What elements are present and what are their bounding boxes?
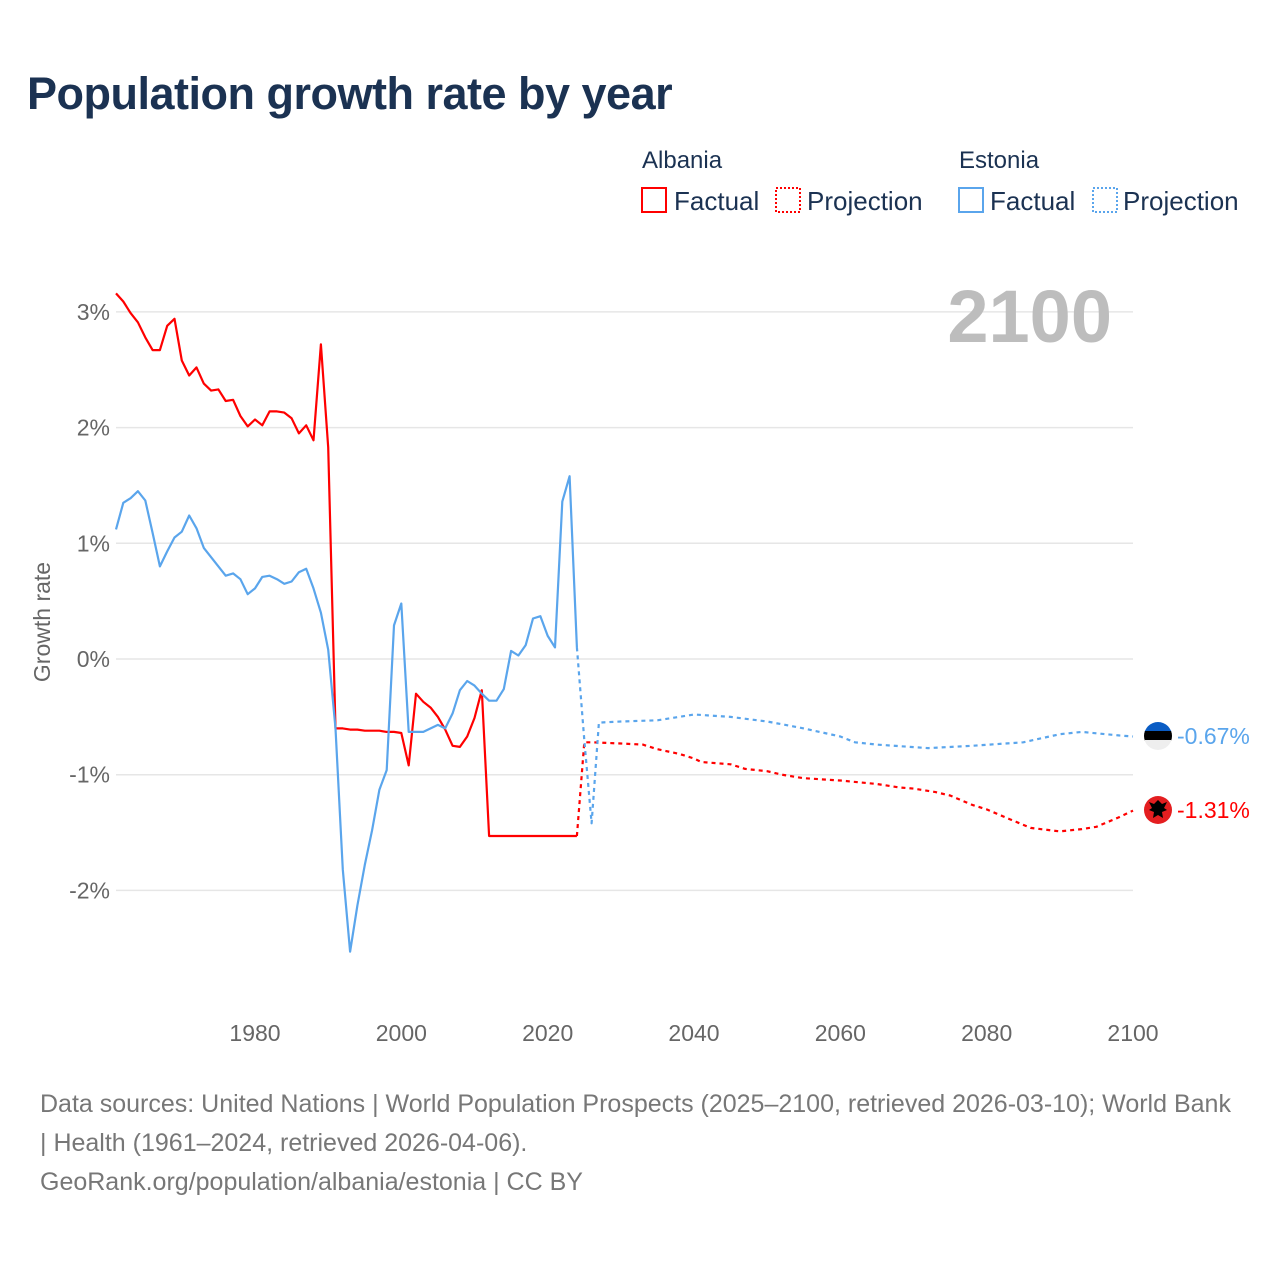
legend-group-albania: Albania xyxy=(642,147,723,174)
albania-end-label: -1.31% xyxy=(1177,797,1250,823)
x-tick-label: 2080 xyxy=(961,1020,1012,1046)
gridlines xyxy=(116,311,1133,892)
albania-flag-icon xyxy=(1144,796,1172,824)
legend-estonia-projection[interactable]: Projection xyxy=(1123,186,1239,216)
legend-estonia-factual[interactable]: Factual xyxy=(990,186,1075,216)
y-tick-label: -1% xyxy=(69,762,110,788)
x-tick-label: 2020 xyxy=(522,1020,573,1046)
y-tick-label: 2% xyxy=(77,415,110,441)
y-tick-label: 3% xyxy=(77,299,110,325)
credit-link[interactable]: GeoRank.org/population/albania/estonia |… xyxy=(40,1168,583,1196)
footer: Data sources: United Nations | World Pop… xyxy=(40,1085,1240,1202)
y-tick-label: 1% xyxy=(77,530,110,556)
y-tick-label: -2% xyxy=(69,877,110,903)
x-tick-label: 2040 xyxy=(668,1020,719,1046)
legend-swatch-albania-projection xyxy=(775,187,801,213)
year-display: 2100 xyxy=(947,275,1112,358)
y-tick-label: 0% xyxy=(77,646,110,672)
x-tick-label: 1980 xyxy=(229,1020,280,1046)
legend-swatch-estonia-projection xyxy=(1092,187,1118,213)
x-tick-label: 2000 xyxy=(376,1020,427,1046)
series-albania-projection[interactable] xyxy=(575,741,1134,837)
legend-albania-projection[interactable]: Projection xyxy=(807,186,923,216)
data-sources: Data sources: United Nations | World Pop… xyxy=(40,1090,1231,1157)
legend-albania-factual[interactable]: Factual xyxy=(674,186,759,216)
x-tick-label: 2060 xyxy=(815,1020,866,1046)
series-lines xyxy=(114,292,1134,953)
series-estonia-factual[interactable] xyxy=(114,475,578,953)
legend: Albania Factual Projection Estonia Factu… xyxy=(641,147,1239,216)
estonia-end-label: -0.67% xyxy=(1177,723,1250,749)
x-axis-ticks: 1980 2000 2020 2040 2060 2080 2100 xyxy=(229,1020,1158,1046)
legend-group-estonia: Estonia xyxy=(959,147,1040,174)
series-albania-factual[interactable] xyxy=(115,292,577,838)
chart-title: Population growth rate by year xyxy=(27,68,673,119)
y-axis-ticks: 3% 2% 1% 0% -1% -2% xyxy=(69,299,110,904)
x-tick-label: 2100 xyxy=(1107,1020,1158,1046)
y-axis-label: Growth rate xyxy=(29,562,55,682)
estonia-flag-icon xyxy=(1144,722,1172,750)
series-estonia-projection[interactable] xyxy=(575,647,1134,825)
legend-swatch-albania-factual xyxy=(641,187,667,213)
legend-swatch-estonia-factual xyxy=(958,187,984,213)
